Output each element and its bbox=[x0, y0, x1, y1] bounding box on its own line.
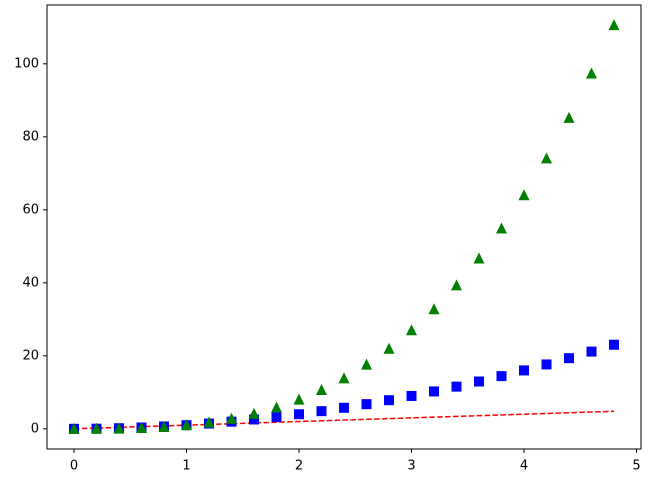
square-marker bbox=[249, 414, 259, 425]
square-marker bbox=[496, 371, 507, 382]
square-marker bbox=[564, 353, 574, 364]
x-tick-label: 4 bbox=[520, 459, 528, 474]
square-marker bbox=[519, 365, 529, 376]
triangle-marker bbox=[518, 189, 530, 201]
y-tick-label: 60 bbox=[22, 202, 39, 217]
square-marker bbox=[294, 409, 304, 420]
square-marker bbox=[451, 381, 462, 392]
triangle-marker bbox=[473, 252, 485, 264]
square-marker bbox=[541, 359, 552, 370]
triangle-marker bbox=[496, 222, 507, 234]
x-tick-label: 1 bbox=[182, 459, 190, 474]
triangle-marker bbox=[406, 324, 417, 336]
triangle-marker bbox=[248, 407, 260, 419]
square-marker bbox=[586, 346, 597, 357]
triangle-marker bbox=[271, 401, 282, 413]
triangle-marker bbox=[203, 416, 215, 428]
triangle-marker bbox=[451, 279, 462, 291]
triangle-marker bbox=[158, 420, 170, 432]
y-tick-label: 80 bbox=[22, 129, 39, 144]
x-tick-label: 2 bbox=[295, 459, 303, 474]
square-marker bbox=[339, 402, 349, 413]
triangle-marker bbox=[316, 383, 327, 395]
triangle-marker bbox=[428, 303, 440, 315]
square-marker bbox=[361, 399, 372, 410]
triangle-marker bbox=[68, 422, 80, 434]
y-tick-label: 40 bbox=[22, 275, 39, 290]
square-marker bbox=[316, 406, 327, 417]
triangle-marker bbox=[226, 412, 237, 424]
square-marker bbox=[406, 390, 417, 401]
y-tick-label: 20 bbox=[22, 348, 39, 363]
x-tick-label: 0 bbox=[70, 459, 78, 474]
y-tick-label: 100 bbox=[14, 56, 39, 71]
y-tick-label: 0 bbox=[31, 421, 39, 436]
square-marker bbox=[271, 411, 282, 422]
triangle-marker bbox=[293, 393, 305, 405]
square-marker bbox=[429, 386, 439, 397]
triangle-marker bbox=[586, 67, 597, 79]
line bbox=[73, 410, 615, 430]
square-marker bbox=[384, 395, 394, 406]
x-tick-label: 3 bbox=[407, 459, 415, 474]
triangle-marker bbox=[91, 422, 102, 434]
x-tick-label: 5 bbox=[632, 459, 640, 474]
triangle-marker bbox=[563, 111, 575, 123]
square-marker bbox=[474, 376, 484, 387]
triangle-marker bbox=[338, 372, 350, 384]
triangle-marker bbox=[541, 152, 552, 164]
triangle-marker bbox=[113, 422, 125, 434]
triangle-marker bbox=[608, 19, 620, 31]
axes-frame bbox=[46, 4, 642, 450]
square-marker bbox=[609, 339, 619, 350]
triangle-marker bbox=[361, 358, 372, 370]
triangle-marker bbox=[136, 422, 147, 434]
triangle-marker bbox=[181, 419, 192, 431]
triangle-marker bbox=[383, 342, 395, 354]
